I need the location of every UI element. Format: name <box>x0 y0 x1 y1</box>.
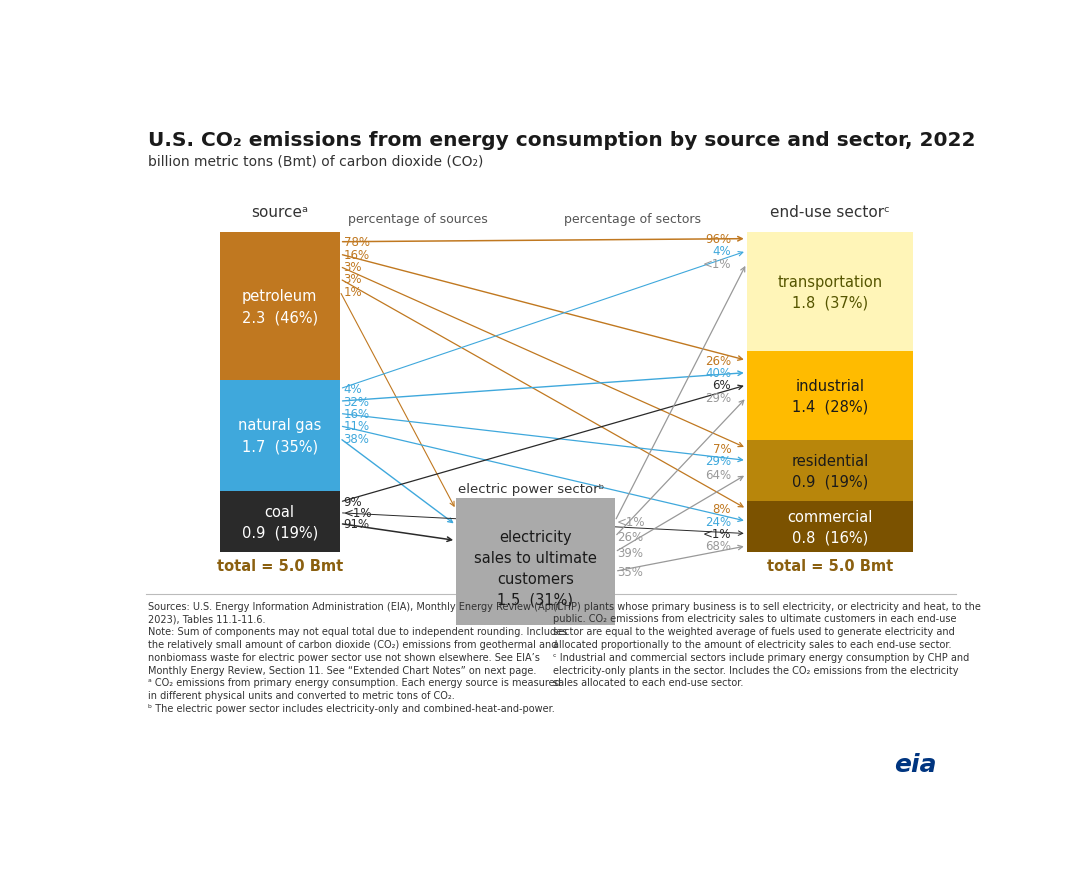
Bar <box>747 352 914 441</box>
Text: 26%: 26% <box>705 354 731 368</box>
Text: residential
0.9  (19%): residential 0.9 (19%) <box>791 454 869 489</box>
Text: 35%: 35% <box>617 565 643 579</box>
Text: 91%: 91% <box>344 517 370 531</box>
Text: eia: eia <box>894 752 936 776</box>
Text: electric power sectorᵇ: electric power sectorᵇ <box>458 483 605 495</box>
Text: coal
0.9  (19%): coal 0.9 (19%) <box>242 504 318 540</box>
Text: <1%: <1% <box>703 258 731 270</box>
Text: electricity
sales to ultimate
customers
1.5  (31%): electricity sales to ultimate customers … <box>474 529 597 607</box>
Text: 4%: 4% <box>713 245 731 258</box>
Text: <1%: <1% <box>617 515 646 528</box>
Text: 29%: 29% <box>705 455 731 468</box>
Text: billion metric tons (Bmt) of carbon dioxide (CO₂): billion metric tons (Bmt) of carbon diox… <box>148 154 484 168</box>
Text: sourceᵃ: sourceᵃ <box>252 205 309 220</box>
Text: industrial
1.4  (28%): industrial 1.4 (28%) <box>792 378 869 415</box>
Text: U.S. CO₂ emissions from energy consumption by source and sector, 2022: U.S. CO₂ emissions from energy consumpti… <box>148 131 976 150</box>
Text: 96%: 96% <box>705 233 731 246</box>
Text: <1%: <1% <box>344 507 372 520</box>
Text: 32%: 32% <box>344 395 370 408</box>
Text: percentage of sources: percentage of sources <box>347 213 487 226</box>
Text: natural gas
1.7  (35%): natural gas 1.7 (35%) <box>238 418 321 454</box>
Bar <box>219 492 340 552</box>
Bar <box>219 380 340 492</box>
Text: 1%: 1% <box>344 285 362 299</box>
Text: 6%: 6% <box>713 379 731 392</box>
Text: 3%: 3% <box>344 273 362 286</box>
Text: end-use sectorᶜ: end-use sectorᶜ <box>770 205 890 220</box>
Text: 4%: 4% <box>344 383 362 396</box>
Text: petroleum
2.3  (46%): petroleum 2.3 (46%) <box>242 289 318 324</box>
Text: Sources: U.S. Energy Information Administration (EIA), Monthly Energy Review (Ap: Sources: U.S. Energy Information Adminis… <box>148 601 568 713</box>
Text: <1%: <1% <box>703 527 731 540</box>
Text: 8%: 8% <box>713 503 731 516</box>
Bar <box>747 501 914 552</box>
Text: 68%: 68% <box>705 540 731 553</box>
Text: 3%: 3% <box>344 260 362 274</box>
Text: commercial
0.8  (16%): commercial 0.8 (16%) <box>787 509 873 545</box>
Text: 16%: 16% <box>344 408 370 421</box>
Text: 24%: 24% <box>705 515 731 528</box>
Text: total = 5.0 Bmt: total = 5.0 Bmt <box>766 558 893 573</box>
Text: transportation
1.8  (37%): transportation 1.8 (37%) <box>777 275 883 310</box>
Bar <box>219 233 340 380</box>
Text: percentage of sectors: percentage of sectors <box>564 213 702 226</box>
Text: 16%: 16% <box>344 248 370 261</box>
Text: 38%: 38% <box>344 432 370 445</box>
Text: total = 5.0 Bmt: total = 5.0 Bmt <box>216 558 343 573</box>
Text: (CHP) plants whose primary business is to sell electricity, or electricity and h: (CHP) plants whose primary business is t… <box>553 601 980 688</box>
Text: 26%: 26% <box>617 531 643 543</box>
Text: 39%: 39% <box>617 546 643 559</box>
Text: 9%: 9% <box>344 496 362 509</box>
Bar <box>747 233 914 352</box>
Text: 7%: 7% <box>713 442 731 455</box>
Text: 64%: 64% <box>705 468 731 481</box>
Bar <box>747 441 914 501</box>
Text: 11%: 11% <box>344 420 370 432</box>
Text: 78%: 78% <box>344 236 370 249</box>
Text: 29%: 29% <box>705 392 731 404</box>
Bar <box>456 499 615 626</box>
Text: 40%: 40% <box>705 367 731 380</box>
